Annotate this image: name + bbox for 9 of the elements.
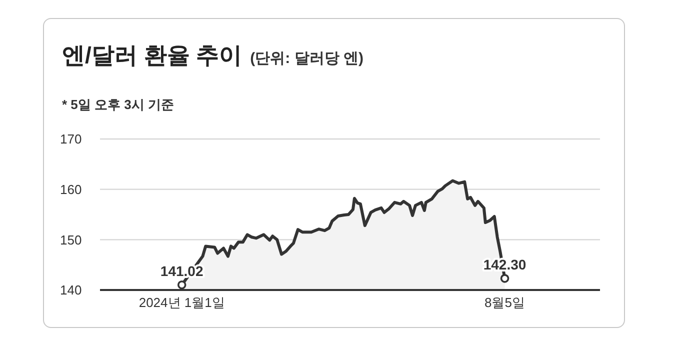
x-tick-label: 2024년 1월1일 [138, 295, 225, 310]
chart-subtitle: (단위: 달러당 엔) [250, 50, 364, 67]
x-tick-label: 8월5일 [484, 295, 525, 310]
text: * 5일 오후 3시 기준 [62, 96, 174, 114]
y-tick-label: 170 [60, 132, 82, 147]
y-tick-label: 140 [60, 282, 82, 298]
chart-title: 엔/달러 환율 추이 [62, 42, 242, 68]
y-tick-label: 160 [60, 182, 82, 197]
y-tick-label: 150 [60, 232, 82, 248]
